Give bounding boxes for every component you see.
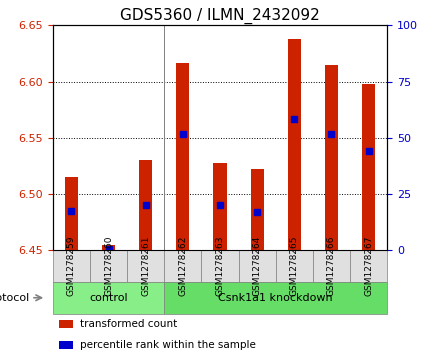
Text: transformed count: transformed count [80, 319, 177, 329]
Bar [102, 245, 115, 250]
Bar [65, 177, 78, 250]
Text: percentile rank within the sample: percentile rank within the sample [80, 340, 256, 350]
Bar [350, 250, 387, 282]
Bar [176, 62, 189, 250]
Text: GSM1278266: GSM1278266 [327, 236, 336, 296]
Bar [53, 282, 164, 314]
Text: GSM1278262: GSM1278262 [178, 236, 187, 296]
Bar [251, 170, 264, 250]
Bar [164, 282, 387, 314]
Bar [164, 250, 202, 282]
Bar [202, 250, 238, 282]
Text: GSM1278259: GSM1278259 [67, 236, 76, 296]
Text: GSM1278264: GSM1278264 [253, 236, 262, 296]
Bar [362, 84, 375, 250]
Bar [59, 341, 73, 350]
Bar [90, 250, 127, 282]
Text: GSM1278260: GSM1278260 [104, 236, 113, 296]
Text: protocol: protocol [0, 293, 29, 303]
Text: GSM1278267: GSM1278267 [364, 236, 373, 296]
Bar [313, 250, 350, 282]
Bar [59, 320, 73, 328]
Bar [276, 250, 313, 282]
Bar [127, 250, 164, 282]
Title: GDS5360 / ILMN_2432092: GDS5360 / ILMN_2432092 [120, 8, 320, 24]
Bar [238, 250, 276, 282]
Bar [325, 65, 338, 250]
Bar [213, 163, 227, 250]
Text: GSM1278265: GSM1278265 [290, 236, 299, 296]
Text: Csnk1a1 knockdown: Csnk1a1 knockdown [218, 293, 333, 303]
Text: GSM1278263: GSM1278263 [216, 236, 224, 296]
Bar [53, 250, 90, 282]
Bar [139, 160, 152, 250]
Bar [288, 39, 301, 250]
Text: GSM1278261: GSM1278261 [141, 236, 150, 296]
Text: control: control [89, 293, 128, 303]
